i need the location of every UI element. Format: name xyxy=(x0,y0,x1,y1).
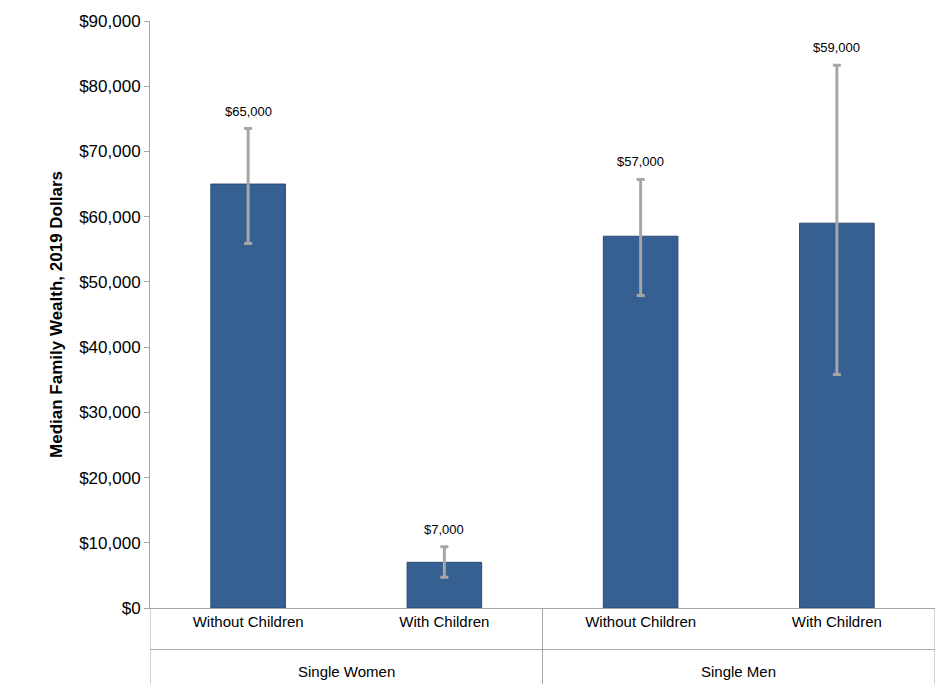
svg-text:$50,000: $50,000 xyxy=(79,273,140,292)
svg-text:Without Children: Without Children xyxy=(585,613,696,630)
svg-text:$65,000: $65,000 xyxy=(225,104,272,119)
svg-text:$10,000: $10,000 xyxy=(79,534,140,553)
svg-text:With Children: With Children xyxy=(792,613,882,630)
svg-text:Single Women: Single Women xyxy=(298,663,395,680)
svg-text:$80,000: $80,000 xyxy=(79,77,140,96)
svg-text:Median Family Wealth, 2019 Dol: Median Family Wealth, 2019 Dollars xyxy=(47,171,66,458)
svg-text:Single Men: Single Men xyxy=(701,663,776,680)
svg-text:$30,000: $30,000 xyxy=(79,403,140,422)
svg-text:$60,000: $60,000 xyxy=(79,208,140,227)
svg-text:$90,000: $90,000 xyxy=(79,12,140,31)
svg-text:With Children: With Children xyxy=(399,613,489,630)
svg-text:$0: $0 xyxy=(122,599,141,618)
svg-text:$40,000: $40,000 xyxy=(79,338,140,357)
svg-text:$7,000: $7,000 xyxy=(424,522,464,537)
svg-text:$59,000: $59,000 xyxy=(813,40,860,55)
svg-text:Without Children: Without Children xyxy=(193,613,304,630)
svg-text:$20,000: $20,000 xyxy=(79,469,140,488)
svg-text:$70,000: $70,000 xyxy=(79,142,140,161)
svg-text:$57,000: $57,000 xyxy=(617,154,664,169)
